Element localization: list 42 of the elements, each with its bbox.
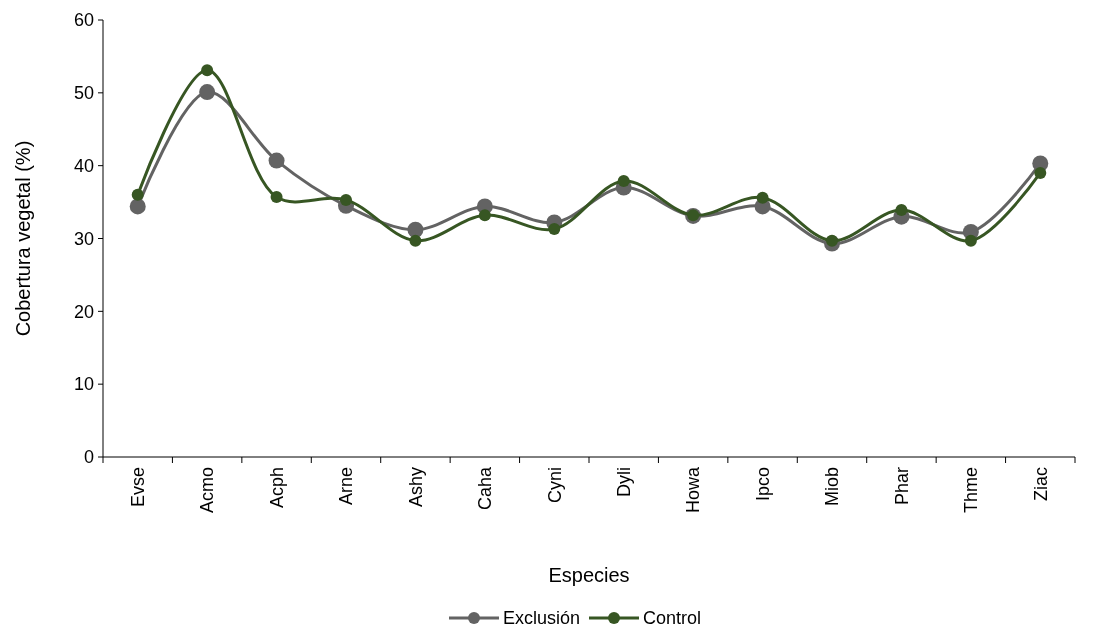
point — [1034, 166, 1047, 179]
point — [964, 234, 977, 247]
point — [129, 198, 146, 215]
point — [895, 204, 908, 217]
point — [617, 174, 630, 187]
point — [199, 84, 216, 101]
x-tick-label: Miob — [822, 467, 843, 507]
point — [201, 64, 214, 77]
point — [407, 221, 424, 238]
point — [340, 193, 352, 206]
x-tick-label: Dyli — [614, 467, 635, 497]
x-tick-label: Evse — [128, 467, 149, 508]
x-tick-label: Ashy — [405, 467, 426, 508]
y-tick-label: 0 — [83, 447, 94, 468]
point — [756, 191, 769, 204]
x-tick-label: Caha — [475, 466, 496, 511]
x-tick-label: Acmo — [197, 467, 218, 514]
x-axis-title: Especies — [548, 564, 630, 586]
point — [478, 209, 491, 222]
x-tick-label: Ipco — [752, 467, 773, 502]
x-tick-label: Ziac — [1030, 467, 1051, 502]
y-tick-label: 20 — [73, 301, 94, 322]
y-tick-label: 50 — [73, 83, 94, 104]
legend-label: Control — [643, 608, 702, 628]
x-tick-label: Arne — [336, 467, 357, 506]
y-tick-label: 60 — [73, 10, 94, 31]
point — [131, 188, 144, 201]
y-tick-label: 30 — [73, 228, 94, 249]
y-tick-label: 10 — [73, 374, 94, 395]
x-tick-label: Acph — [266, 467, 287, 509]
y-axis-title: Cobertura vegetal (%) — [12, 140, 34, 337]
x-tick-label: Phar — [891, 467, 912, 506]
legend-label: Exclusión — [503, 608, 581, 628]
y-tick-label: 40 — [73, 155, 94, 176]
point — [270, 190, 283, 203]
point — [268, 152, 285, 169]
x-tick-label: Howa — [683, 466, 704, 514]
x-tick-label: Thme — [961, 467, 982, 514]
point — [826, 234, 838, 247]
x-tick-label: Cyni — [544, 467, 565, 504]
point — [409, 234, 422, 247]
point — [548, 223, 561, 236]
